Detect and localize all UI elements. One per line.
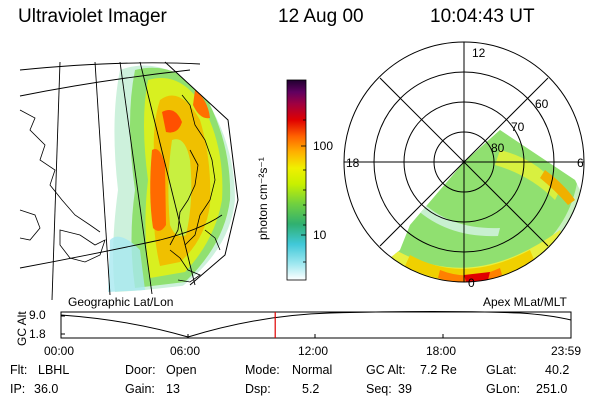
mode-label: Mode: [245, 363, 280, 377]
polar-map [343, 41, 585, 283]
dsp-value: 5.2 [302, 382, 320, 396]
latitude-lines [19, 62, 223, 269]
mlt-label-0: 0 [468, 276, 475, 290]
xtick-0000: 00:00 [44, 344, 75, 358]
ip-value: 36.0 [34, 382, 59, 396]
longitude-lines [51, 61, 196, 301]
xtick-0600: 06:00 [170, 344, 201, 358]
lat-label-60: 60 [535, 97, 549, 111]
flt-value: LBHL [38, 363, 70, 377]
glat-label: GLat: [486, 363, 517, 377]
instrument-title: Ultraviolet Imager [18, 6, 167, 27]
glon-value: 251.0 [536, 382, 568, 396]
door-label: Door: [125, 363, 156, 377]
map-boundary [164, 61, 239, 286]
coastlines [19, 94, 221, 283]
apex-caption: Apex MLat/MLT [483, 295, 567, 309]
seq-label: Seq: [366, 382, 392, 396]
geographic-caption: Geographic Lat/Lon [68, 295, 174, 309]
aurora-peak-top [162, 109, 182, 133]
aurora-faint-edge [108, 236, 145, 292]
xtick-1200: 12:00 [298, 344, 329, 358]
lat-label-70: 70 [511, 120, 525, 134]
dsp-label: Dsp: [245, 382, 271, 396]
door-value: Open [166, 363, 197, 377]
seq-value: 39 [398, 382, 412, 396]
aurora-peak-left [150, 149, 166, 231]
xtick-1800: 18:00 [426, 344, 457, 358]
mlt-label-18: 18 [346, 156, 360, 170]
glat-value: 40.2 [545, 363, 570, 377]
colorbar-tick-100: 100 [313, 139, 334, 153]
colorbar [286, 79, 307, 281]
altitude-ytick-1-8: 1.8 [29, 327, 46, 341]
lat-label-80: 80 [491, 141, 505, 155]
mlt-label-6: 6 [577, 156, 584, 170]
ip-label: IP: [10, 382, 26, 396]
mlt-label-12: 12 [472, 46, 486, 60]
altitude-ylabel: GC Alt [15, 311, 29, 346]
xtick-2359: 23:59 [551, 344, 582, 358]
colorbar-ticks [301, 119, 306, 263]
mode-value: Normal [292, 363, 333, 377]
colorbar-unit-label: photon cm⁻²s⁻¹ [256, 157, 270, 240]
gcalt-value: 7.2 Re [420, 363, 457, 377]
time-label: 10:04:43 UT [430, 6, 535, 27]
x-ticks [187, 334, 444, 338]
altitude-ytick-9: 9.0 [29, 308, 46, 322]
polar-grid [343, 41, 585, 283]
aurora-peak-right [193, 90, 210, 119]
glon-label: GLon: [486, 382, 521, 396]
altitude-curve [60, 311, 572, 338]
geographic-map [108, 65, 235, 292]
gain-value: 13 [166, 382, 180, 396]
aurora-inner-core [168, 139, 192, 237]
gain-label: Gain: [125, 382, 155, 396]
flt-label: Flt: [10, 363, 28, 377]
gcalt-label: GC Alt: [366, 363, 406, 377]
altitude-frame [60, 311, 572, 339]
colorbar-fill [286, 79, 307, 281]
colorbar-tick-10: 10 [313, 228, 327, 242]
altitude-plot [60, 311, 572, 339]
date-label: 12 Aug 00 [278, 6, 364, 27]
